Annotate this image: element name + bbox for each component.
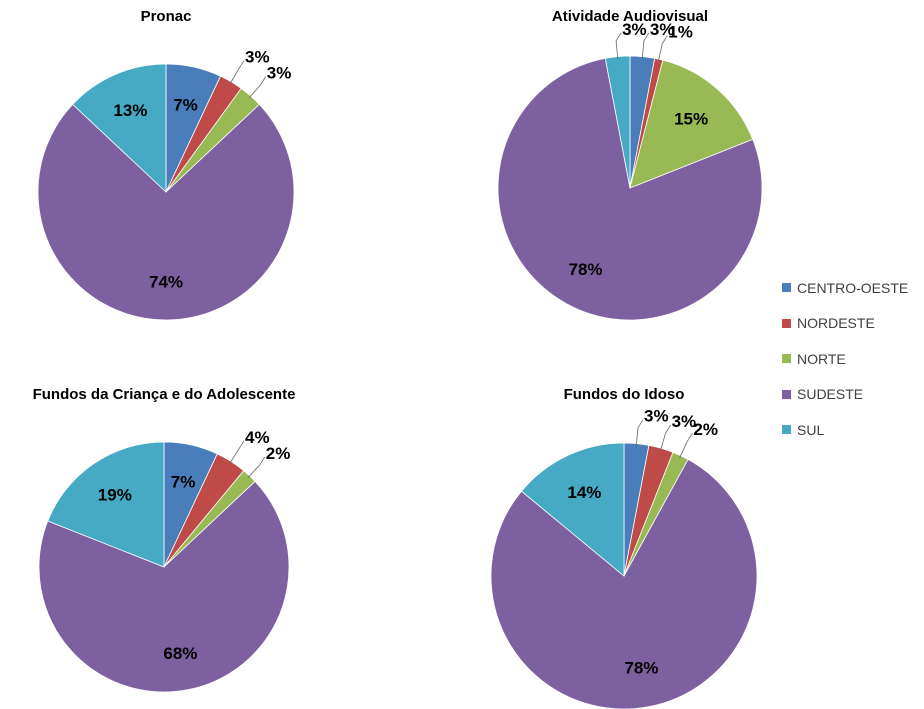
legend-swatch-centro-oeste xyxy=(782,283,791,293)
leader-line-nordeste xyxy=(229,60,245,85)
legend-swatch-sul xyxy=(782,425,791,435)
data-label-sudeste: 78% xyxy=(568,260,602,279)
chart-title: Fundos do Idoso xyxy=(564,386,685,403)
leader-line-centro-oeste xyxy=(635,419,644,447)
legend-label-norte: NORTE xyxy=(797,350,846,367)
data-label-sudeste: 78% xyxy=(624,659,658,678)
legend-item-sudeste: SUDESTE xyxy=(782,377,908,413)
pie-chart-1: Pronac 7% 3%3% 74% 13% xyxy=(37,8,295,321)
data-label-nordeste: 3% xyxy=(245,48,270,67)
pie-slice-sul xyxy=(72,63,167,193)
pie-chart-3: Fundos da Criança e do Adolescente 7% 4%2%… xyxy=(33,386,296,693)
data-label-centro-oeste: 3% xyxy=(644,407,669,426)
legend-item-nordeste: NORDESTE xyxy=(782,306,908,342)
pie-slice-sudeste xyxy=(490,458,758,709)
data-label-nordeste: 3% xyxy=(672,412,697,431)
legend-label-nordeste: NORDESTE xyxy=(797,315,875,332)
legend-item-centro-oeste: CENTRO-OESTE xyxy=(782,270,908,306)
pie-slice-sudeste xyxy=(38,480,290,693)
chart-title: Atividade Audiovisual xyxy=(552,8,708,25)
data-label-norte: 2% xyxy=(693,420,718,439)
pie-slice-sul xyxy=(47,441,165,568)
legend-swatch-nordeste xyxy=(782,318,791,328)
data-label-sul: 3% xyxy=(622,20,647,39)
leader-line-norte xyxy=(247,456,266,478)
data-label-nordeste: 4% xyxy=(245,428,270,447)
data-label-sul: 14% xyxy=(567,483,601,502)
legend-item-norte: NORTE xyxy=(782,341,908,377)
data-label-centro-oeste: 7% xyxy=(171,473,196,492)
pie-slice-norte xyxy=(629,59,754,189)
leader-line-nordeste xyxy=(657,35,668,62)
data-label-norte: 15% xyxy=(674,110,708,129)
pie-slice-sudeste xyxy=(37,103,295,321)
legend-swatch-sudeste xyxy=(782,389,791,399)
legend-label-centro-oeste: CENTRO-OESTE xyxy=(797,279,909,296)
leader-line-nordeste xyxy=(229,440,245,464)
data-label-sul: 19% xyxy=(98,486,132,505)
pie-slice-sudeste xyxy=(497,57,763,321)
legend-label-sudeste: SUDESTE xyxy=(797,386,864,403)
data-label-sul: 13% xyxy=(113,101,147,120)
legend-item-sul: SUL xyxy=(782,412,908,448)
leader-line-norte xyxy=(679,432,693,459)
data-label-sudeste: 74% xyxy=(149,273,183,292)
leader-line-sul xyxy=(615,32,622,60)
legend: CENTRO-OESTE NORDESTE NORTE SUDESTE SUL xyxy=(782,270,908,448)
data-label-sudeste: 68% xyxy=(163,644,197,663)
legend-swatch-norte xyxy=(782,354,791,364)
data-label-centro-oeste: 7% xyxy=(173,96,198,115)
leader-line-nordeste xyxy=(660,424,671,451)
leader-line-centro-oeste xyxy=(641,32,650,60)
chart-title: Fundos da Criança e do Adolescente xyxy=(33,386,296,403)
data-label-centro-oeste: 3% xyxy=(650,20,675,39)
data-label-nordeste: 1% xyxy=(668,23,693,42)
chart-title: Pronac xyxy=(141,8,192,25)
data-label-norte: 2% xyxy=(266,444,291,463)
pie-slice-sul xyxy=(520,442,625,577)
data-label-norte: 3% xyxy=(267,64,292,83)
leader-line-norte xyxy=(248,76,267,99)
legend-label-sul: SUL xyxy=(797,421,825,438)
